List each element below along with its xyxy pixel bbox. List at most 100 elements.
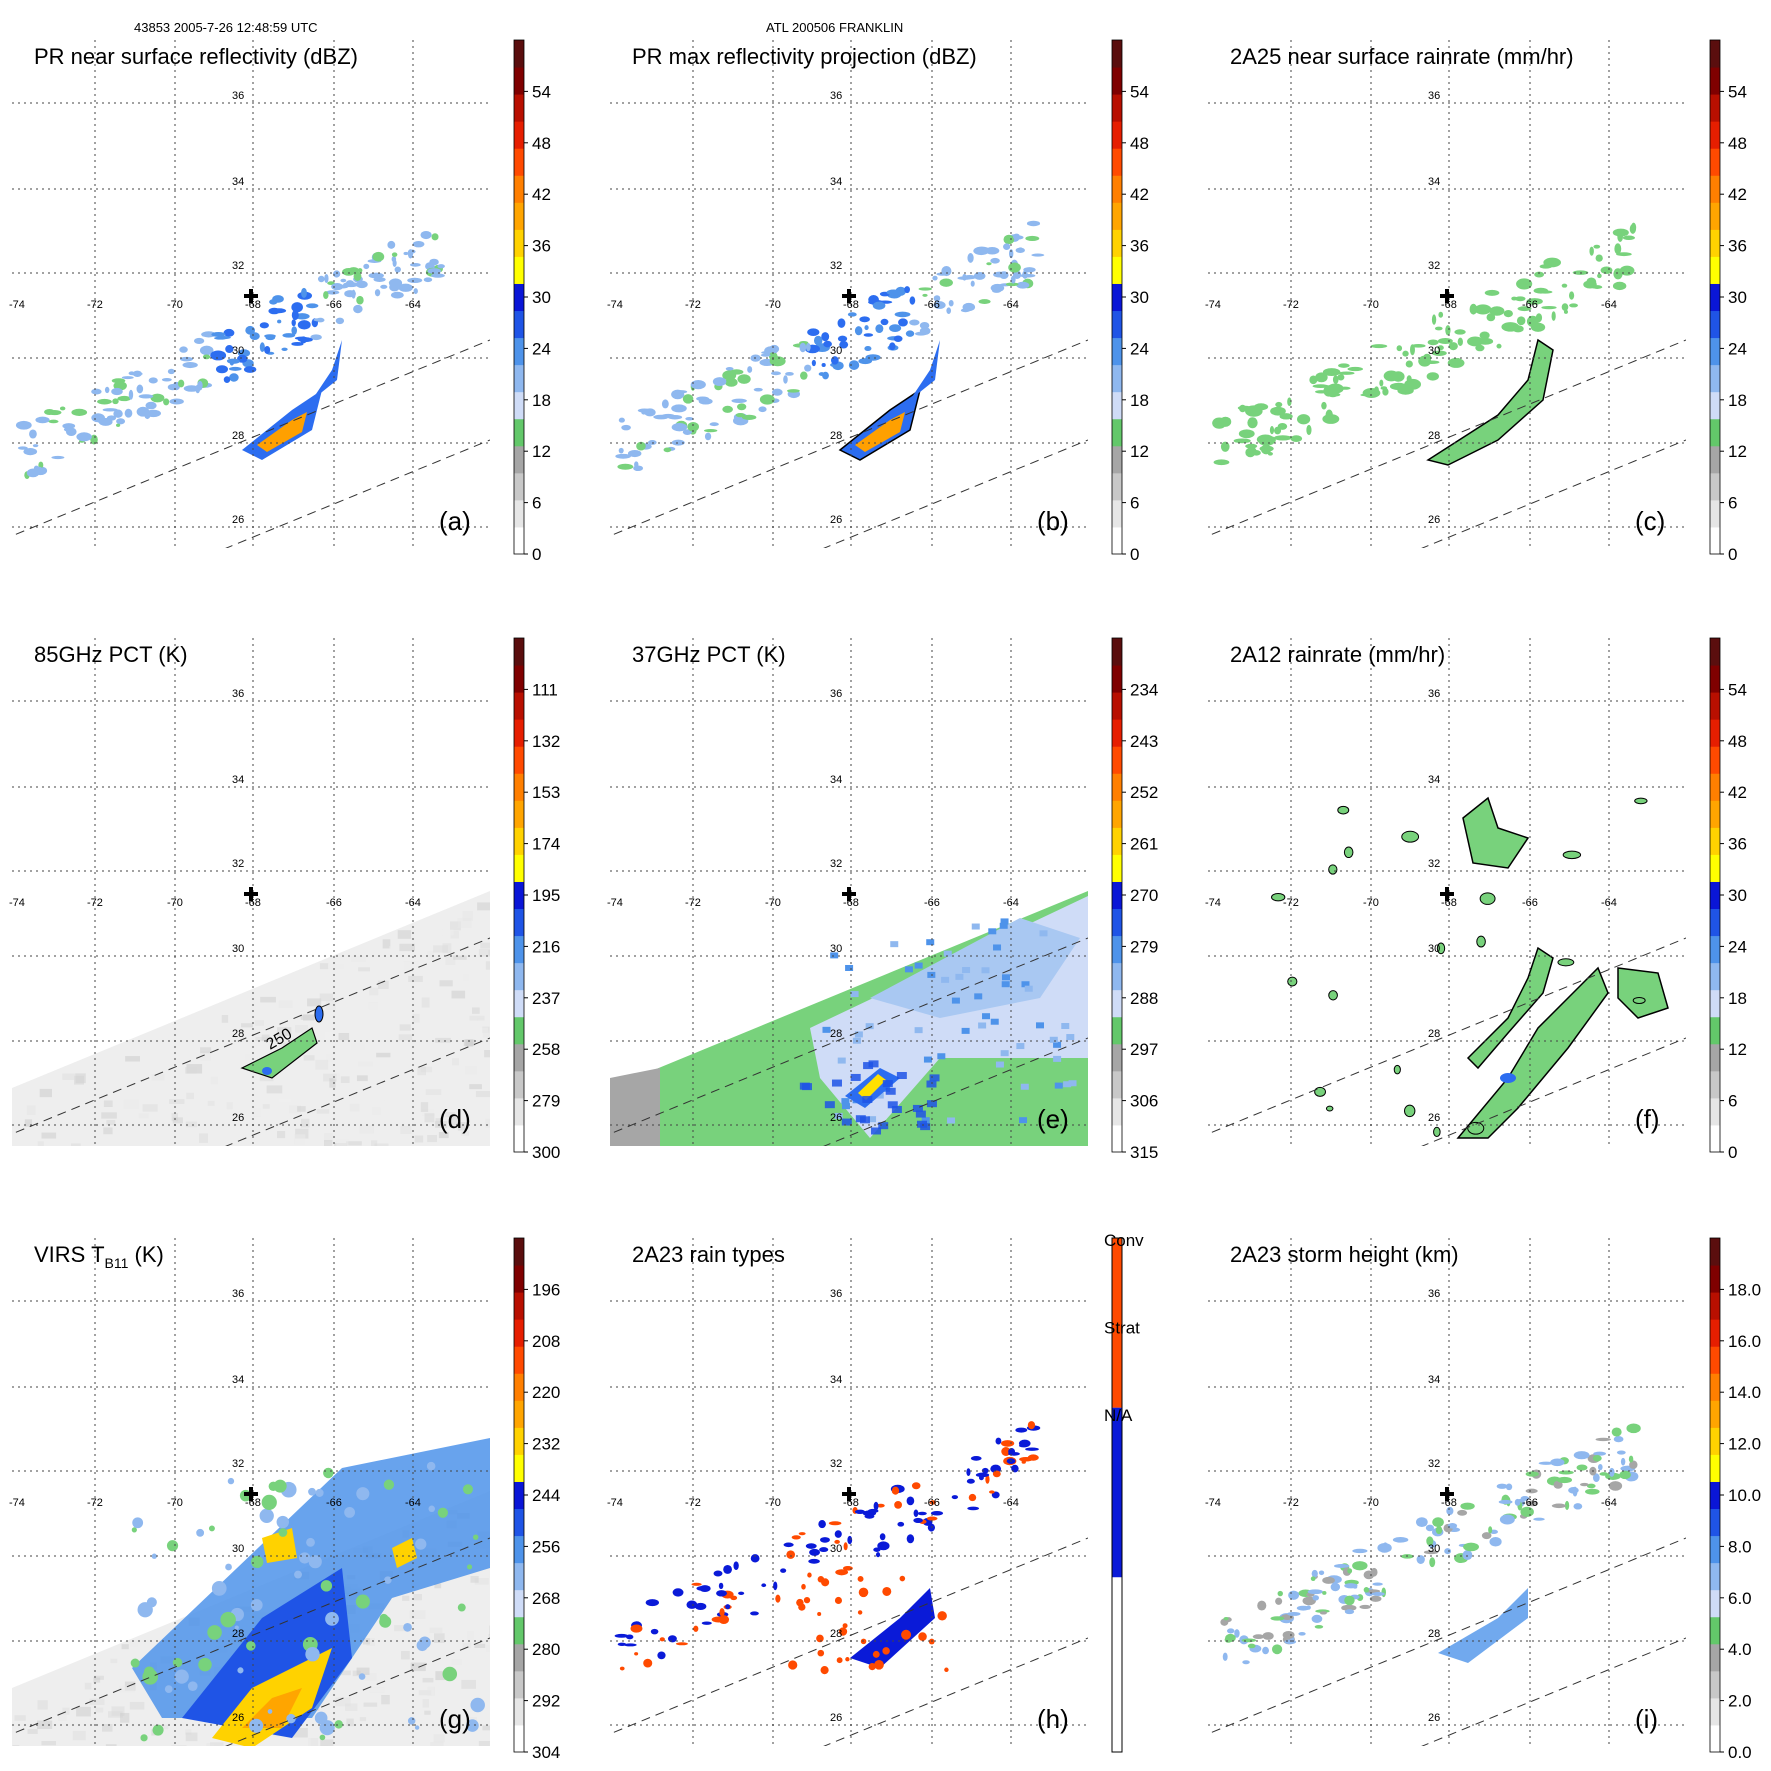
panel-title: PR near surface reflectivity (dBZ) <box>34 44 358 69</box>
lon-tick-label: -70 <box>167 299 183 311</box>
lat-tick-label: 34 <box>830 176 842 188</box>
lat-tick-label: 28 <box>232 430 244 442</box>
lon-tick-label: -72 <box>87 1497 103 1509</box>
panel-title: VIRS TB11 (K) <box>34 1242 164 1271</box>
lon-tick-label: -70 <box>1363 897 1379 909</box>
lon-tick-label: -70 <box>1363 1497 1379 1509</box>
panel-i: -74 -72 -70 -68 -66 -64 36 34 32 30 28 26 2A23 storm… <box>1205 1237 1761 1762</box>
lon-tick-label: -64 <box>405 299 421 311</box>
storm-header: ATL 200506 FRANKLIN <box>766 20 904 35</box>
colorbar-tick-label: 42 <box>1728 185 1747 204</box>
lon-tick-label: -70 <box>1363 299 1379 311</box>
plus-icon <box>842 289 856 303</box>
panel-a: -74 -72 -70 -68 -66 -64 36 34 32 30 28 26 PR near su… <box>9 39 551 564</box>
lat-tick-label: 26 <box>1428 514 1440 526</box>
lon-tick-label: -72 <box>1283 897 1299 909</box>
colorbar-tick-label: 18 <box>1728 391 1747 410</box>
colorbar-tick-label: 8.0 <box>1728 1537 1752 1556</box>
lat-tick-label: 28 <box>830 1628 842 1640</box>
colorbar-tick-label: 288 <box>1130 989 1158 1008</box>
orbit-header: 43853 2005-7-26 12:48:59 UTC <box>134 20 318 35</box>
lat-tick-label: 30 <box>1428 943 1440 955</box>
lat-tick-label: 28 <box>830 430 842 442</box>
lat-tick-label: 28 <box>232 1628 244 1640</box>
colorbar: 0 6 12 18 24 30 36 42 48 54 <box>1709 39 1747 564</box>
colorbar-tick-label: 258 <box>532 1040 560 1059</box>
panel-title: 2A23 storm height (km) <box>1230 1242 1459 1267</box>
panel-d: 250-74 -72 -70 -68 -66 -64 36 34 32 30 28 26 85GHz P… <box>9 637 560 1162</box>
lon-tick-label: -64 <box>1601 1497 1617 1509</box>
panel-h: -74 -72 -70 -68 -66 -64 36 34 32 30 28 26 2A23 rain … <box>607 1231 1144 1753</box>
panel-label: (h) <box>1037 1704 1069 1734</box>
colorbar-tick-label: 12 <box>1728 1040 1747 1059</box>
plus-icon <box>1440 887 1454 901</box>
colorbar-tick-label: 237 <box>532 989 560 1008</box>
colorbar-tick-label: 216 <box>532 937 560 956</box>
colorbar-tick-label: 132 <box>532 732 560 751</box>
lat-tick-label: 26 <box>1428 1112 1440 1124</box>
lon-tick-label: -64 <box>1003 897 1019 909</box>
lon-tick-label: -74 <box>607 299 623 311</box>
lon-tick-label: -74 <box>9 1497 25 1509</box>
lon-tick-label: -64 <box>405 897 421 909</box>
colorbar-tick-label: 42 <box>1130 185 1149 204</box>
colorbar-tick-label: 30 <box>1130 288 1149 307</box>
lon-tick-label: -64 <box>1003 299 1019 311</box>
colorbar-tick-label: 256 <box>532 1537 560 1556</box>
lat-tick-label: 32 <box>1428 260 1440 272</box>
lat-tick-label: 26 <box>232 514 244 526</box>
lon-tick-label: -66 <box>924 897 940 909</box>
colorbar-tick-label: 12 <box>1130 442 1149 461</box>
colorbar-tick-label: 36 <box>1728 835 1747 854</box>
lat-tick-label: 34 <box>232 1374 244 1386</box>
colorbar-tick-label: 54 <box>532 82 551 101</box>
panel-label: (a) <box>439 506 471 536</box>
colorbar-tick-label: 0.0 <box>1728 1743 1752 1762</box>
colorbar-tick-label: 10.0 <box>1728 1486 1761 1505</box>
lon-tick-label: -68 <box>245 897 261 909</box>
panel-title: 2A23 rain types <box>632 1242 785 1267</box>
colorbar-tick-label: 18 <box>532 391 551 410</box>
lat-tick-label: 28 <box>830 1028 842 1040</box>
plus-icon <box>244 887 258 901</box>
lat-tick-label: 36 <box>1428 90 1440 102</box>
colorbar-tick-label: 153 <box>532 783 560 802</box>
colorbar-tick-label: 24 <box>1728 937 1747 956</box>
colorbar-tick-label: 243 <box>1130 732 1158 751</box>
plus-icon <box>842 887 856 901</box>
lon-tick-label: -66 <box>326 299 342 311</box>
lat-tick-label: 32 <box>232 260 244 272</box>
colorbar-tick-label: 14.0 <box>1728 1383 1761 1402</box>
colorbar-tick-label: 174 <box>532 835 560 854</box>
colorbar-tick-label: 18 <box>1130 391 1149 410</box>
lon-tick-label: -72 <box>685 897 701 909</box>
panel-label: (f) <box>1635 1104 1660 1134</box>
lat-tick-label: 34 <box>232 176 244 188</box>
lat-tick-label: 28 <box>1428 430 1440 442</box>
colorbar: 304 292 280 268 256 244 232 220 208 196 <box>513 1237 560 1762</box>
lon-tick-label: -66 <box>1522 299 1538 311</box>
lon-tick-label: -70 <box>167 1497 183 1509</box>
lat-tick-label: 30 <box>1428 1543 1440 1555</box>
colorbar-tick-label: 36 <box>1130 237 1149 256</box>
category-label: N/A <box>1104 1406 1133 1425</box>
lon-tick-label: -74 <box>607 897 623 909</box>
lat-tick-label: 36 <box>232 688 244 700</box>
colorbar-tick-label: 24 <box>1728 339 1747 358</box>
lat-tick-label: 32 <box>830 260 842 272</box>
colorbar-tick-label: 54 <box>1728 680 1747 699</box>
map-area: 250 <box>12 638 490 1146</box>
plus-icon <box>244 289 258 303</box>
colorbar-tick-label: 18.0 <box>1728 1280 1761 1299</box>
map-area <box>12 1238 490 1746</box>
colorbar-tick-label: 315 <box>1130 1143 1158 1162</box>
map-area <box>1208 638 1686 1146</box>
lat-tick-label: 28 <box>1428 1028 1440 1040</box>
colorbar-tick-label: 234 <box>1130 680 1158 699</box>
lat-tick-label: 30 <box>830 345 842 357</box>
panel-f: -74 -72 -70 -68 -66 -64 36 34 32 30 28 26 2A12 rainr… <box>1205 637 1747 1162</box>
lon-tick-label: -66 <box>924 299 940 311</box>
lon-tick-label: -72 <box>685 1497 701 1509</box>
colorbar-tick-label: 270 <box>1130 886 1158 905</box>
colorbar-tick-label: 30 <box>532 288 551 307</box>
